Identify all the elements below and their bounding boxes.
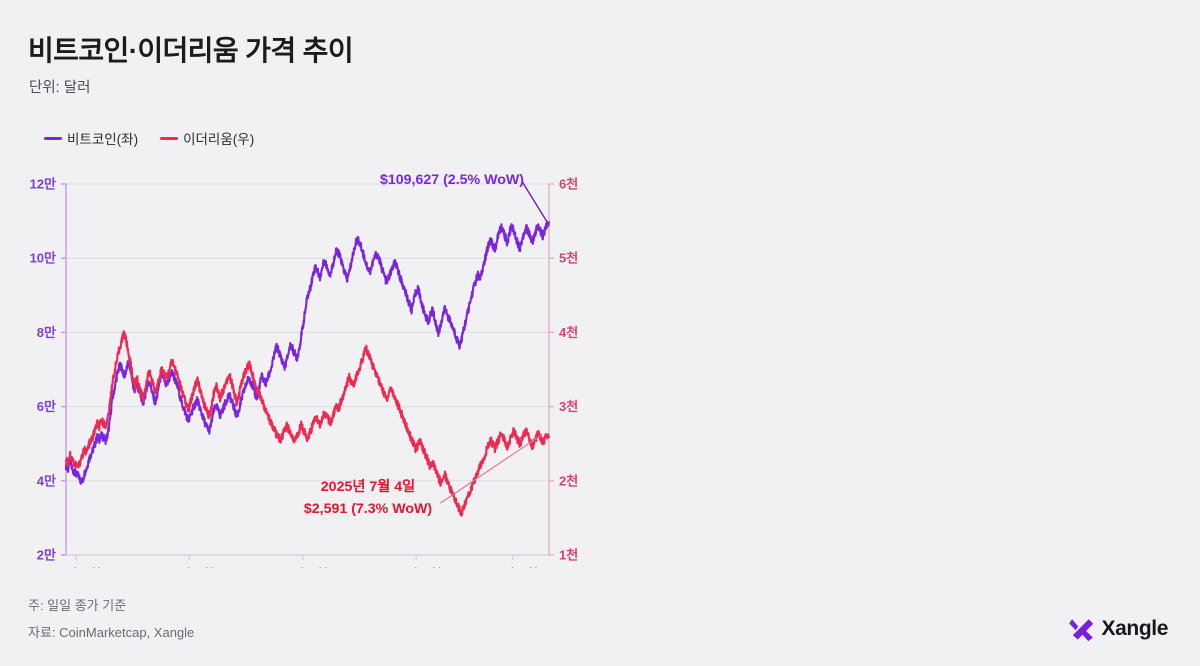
bitcoin-annotation-pointer — [521, 181, 548, 222]
ethereum-annotation-line2: $2,591 (7.3% WoW) — [304, 501, 433, 517]
y-axis-right-tick: 1천 — [559, 548, 578, 563]
xangle-logo-text: Xangle — [1101, 617, 1169, 640]
legend-swatch-bitcoin — [44, 136, 62, 140]
y-axis-left-tick: 4만 — [37, 473, 56, 488]
bitcoin-price-line — [64, 220, 551, 485]
ethereum-price-line — [64, 330, 551, 517]
legend-item-ethereum: 이더리움(우) — [160, 128, 254, 148]
y-axis-left-tick: 10만 — [30, 251, 56, 266]
y-axis-left-tick: 6만 — [37, 399, 56, 414]
y-axis-right-tick: 2천 — [559, 473, 578, 488]
ethereum-annotation-line1: 2025년 7월 4일 — [321, 478, 415, 495]
y-axis-left-tick: 12만 — [30, 177, 56, 192]
y-axis-right-tick: 6천 — [559, 177, 578, 192]
chart-source-note: 자료: CoinMarketcap, Xangle — [28, 625, 195, 640]
x-axis-tick: 24년 5월 — [164, 567, 215, 568]
xangle-x-icon — [1068, 619, 1093, 642]
legend-item-bitcoin: 비트코인(좌) — [44, 128, 138, 148]
chart-legend: 비트코인(좌) 이더리움(우) — [44, 128, 254, 148]
y-axis-right-tick: 4천 — [559, 325, 578, 340]
x-axis-tick: 24년 9월 — [277, 567, 328, 568]
xangle-logo: Xangle — [1068, 616, 1168, 642]
x-axis-tick: 25년 5월 — [487, 567, 538, 568]
bitcoin-ethereum-chart-panel: 비트코인·이더리움 가격 추이 단위: 달러 비트코인(좌) 이더리움(우) 2… — [0, 35, 600, 640]
ethereum-trend-line — [439, 434, 543, 504]
bitcoin-annotation-line2: $109,627 (2.5% WoW) — [380, 172, 524, 188]
legend-label-bitcoin: 비트코인(좌) — [67, 132, 139, 147]
left-panel-title: 비트코인·이더리움 가격 추이 — [28, 35, 354, 66]
legend-swatch-ethereum — [160, 136, 179, 140]
price-trend-svg: 2만 4만 6만 8만 10만 12만 1천 2천 3천 4천 5천 6천 24년 1월 24년 5월 24… — [30, 172, 579, 568]
price-trend-chart: 2만 4만 6만 8만 10만 12만 1천 2천 3천 4천 5천 6천 24년 1월 24년 5월 24… — [0, 168, 600, 568]
y-axis-right-tick: 3천 — [559, 399, 578, 414]
y-axis-right-tick: 5천 — [559, 251, 578, 266]
weekly-gainers-panel: 주간 가격 상승률 순위 시가총액 상위 100위 기준 순위 자산명 토큰명 … — [600, 0, 1200, 666]
legend-label-ethereum: 이더리움(우) — [183, 132, 255, 147]
y-axis-left-tick: 8만 — [37, 325, 56, 340]
x-axis-tick: 24년 1월 — [50, 567, 101, 568]
left-panel-subtitle: 단위: 달러 — [29, 80, 91, 96]
x-axis-tick: 25년 1월 — [391, 567, 442, 568]
y-axis-left-tick: 2만 — [37, 548, 56, 563]
chart-method-note: 주: 일일 종가 기준 — [28, 598, 127, 613]
